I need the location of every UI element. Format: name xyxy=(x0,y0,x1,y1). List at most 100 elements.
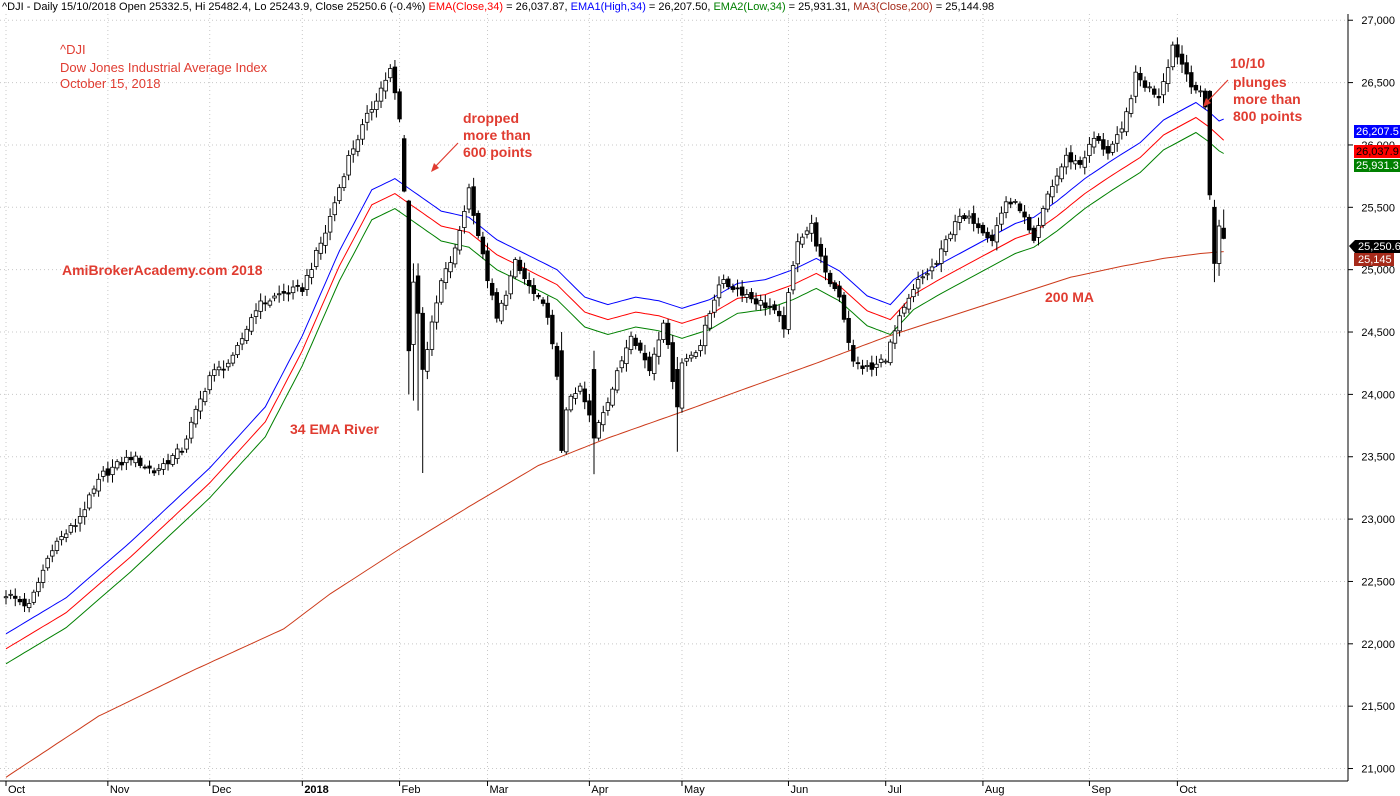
candle-body xyxy=(1165,67,1171,84)
candle xyxy=(258,293,263,319)
candle xyxy=(374,93,379,118)
y-axis-ticks: 21,000 21,500 22,000 22,500 23,000 23,500 24,0… xyxy=(1348,15,1395,776)
candle xyxy=(31,589,36,605)
candle-body xyxy=(411,281,416,345)
x-tick-label: Oct xyxy=(1179,784,1196,796)
candle xyxy=(1050,179,1055,204)
candle-body xyxy=(184,438,189,450)
candle xyxy=(925,268,930,281)
candle-body xyxy=(480,236,486,255)
candle xyxy=(1193,81,1199,94)
candle-body xyxy=(8,593,13,596)
candle xyxy=(638,340,643,354)
candle xyxy=(360,118,365,145)
candle xyxy=(489,278,495,301)
candle-body xyxy=(1045,193,1050,210)
candle xyxy=(883,358,888,365)
candle-body xyxy=(258,300,263,312)
candle-body xyxy=(170,455,175,465)
candle-body xyxy=(1138,73,1143,81)
candle xyxy=(3,590,9,605)
candle-body xyxy=(1040,208,1046,226)
tag-last-close: 25,250.6 xyxy=(1349,240,1400,253)
candle-body xyxy=(545,302,550,318)
candle xyxy=(476,210,481,239)
candle-body xyxy=(536,294,541,298)
candle xyxy=(420,307,425,473)
candle-body xyxy=(929,266,935,272)
candle xyxy=(915,271,921,296)
candle-body xyxy=(494,292,499,319)
y-tick-label: 24,500 xyxy=(1361,327,1395,339)
candle xyxy=(151,467,157,476)
candle xyxy=(415,263,421,411)
candle-body xyxy=(3,596,9,599)
candle-body xyxy=(1017,203,1023,212)
x-axis-ticks: Oct Nov Dec 2018 Feb Mar Apr May Jun Jul Aug Sep Oct xyxy=(5,781,1197,796)
candle xyxy=(8,589,13,600)
candle-body xyxy=(1101,139,1106,150)
candle-body xyxy=(133,455,138,464)
candle-body xyxy=(952,221,958,236)
candle xyxy=(702,316,708,355)
candle xyxy=(68,523,74,535)
candle-body xyxy=(198,398,203,412)
candle xyxy=(976,217,981,234)
candles xyxy=(3,37,1226,613)
tag-last-close-text: 25,250.6 xyxy=(1358,241,1400,253)
candle xyxy=(1119,121,1125,140)
candle-body xyxy=(1036,225,1041,238)
candle xyxy=(73,518,78,533)
candle xyxy=(114,459,120,471)
header-ma3-label: MA3(Close,200) xyxy=(853,1,932,13)
candle-body xyxy=(1128,98,1134,114)
candle xyxy=(568,393,574,413)
candle xyxy=(758,294,763,311)
candle-body xyxy=(582,388,587,403)
candle-body xyxy=(864,364,870,367)
candle-body xyxy=(851,345,856,362)
candle xyxy=(50,544,55,563)
x-tick-label: Jun xyxy=(790,784,808,796)
candle-body xyxy=(156,468,161,471)
candle-body xyxy=(883,360,888,363)
candle xyxy=(110,459,115,483)
candle xyxy=(503,290,509,311)
candle-body xyxy=(462,211,467,228)
candle xyxy=(202,387,208,406)
candle xyxy=(59,530,64,546)
header-ema-label: EMA(Close,34) xyxy=(429,1,504,13)
candle xyxy=(63,529,69,543)
candle xyxy=(253,303,259,325)
candle xyxy=(1175,37,1180,65)
candle xyxy=(777,305,782,323)
candle-body xyxy=(68,525,74,533)
river-label: 34 EMA River xyxy=(290,421,380,437)
candle xyxy=(1161,73,1166,104)
candle-body xyxy=(702,324,708,347)
candle-body xyxy=(976,223,981,229)
candle xyxy=(985,227,990,243)
candle xyxy=(526,272,532,294)
candle xyxy=(1207,90,1212,200)
candle-body xyxy=(684,358,689,362)
candle-body xyxy=(1022,211,1027,218)
candle-body xyxy=(559,350,564,451)
candle xyxy=(1156,88,1162,106)
candle-body xyxy=(624,347,629,365)
candle xyxy=(860,359,865,375)
watermark: AmiBrokerAcademy.com 2018 xyxy=(62,262,263,278)
candle xyxy=(226,359,231,371)
candle-body xyxy=(87,494,92,509)
candle xyxy=(1221,209,1226,240)
candle xyxy=(1031,225,1037,244)
candle xyxy=(837,281,842,303)
candle xyxy=(485,243,490,289)
candle xyxy=(739,280,745,303)
candle xyxy=(156,463,161,476)
y-tick-label: 26,500 xyxy=(1361,78,1395,90)
candle-body xyxy=(1115,134,1120,144)
candle xyxy=(1091,131,1097,154)
candle-body xyxy=(726,278,731,288)
candle xyxy=(670,334,675,390)
